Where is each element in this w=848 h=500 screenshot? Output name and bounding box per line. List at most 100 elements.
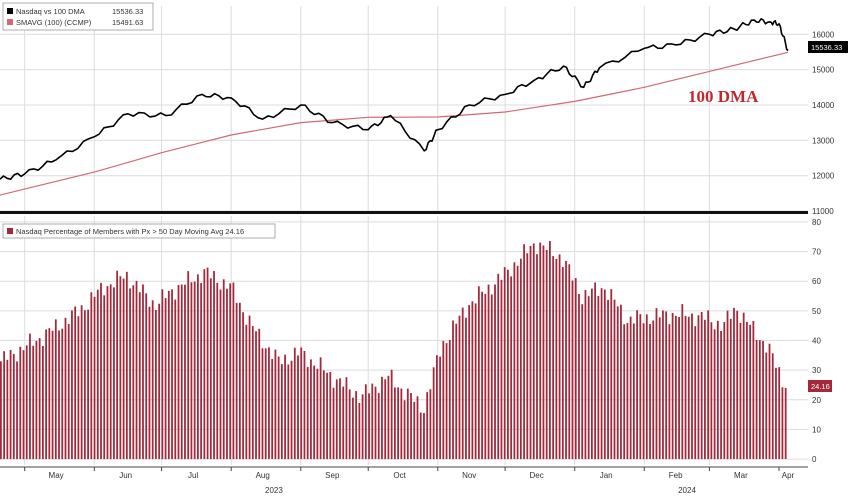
breadth-bar <box>280 364 283 459</box>
breadth-bar <box>45 329 47 460</box>
breadth-bar <box>32 345 35 460</box>
breadth-bar <box>762 340 764 459</box>
breadth-bar <box>222 279 225 460</box>
breadth-bar <box>151 300 154 460</box>
breadth-bar <box>122 278 125 459</box>
lower-y-tick-label: 40 <box>812 337 821 346</box>
breadth-bar <box>652 320 655 460</box>
breadth-bar <box>784 387 787 459</box>
x-month-label: Jun <box>119 471 132 480</box>
breadth-bar <box>87 309 89 460</box>
breadth-bar <box>500 279 503 460</box>
breadth-bar <box>41 345 44 460</box>
breadth-bar <box>623 324 626 460</box>
breadth-bar <box>726 310 729 460</box>
breadth-bar <box>775 367 777 460</box>
breadth-bar <box>510 276 513 460</box>
breadth-bar <box>565 261 567 459</box>
breadth-bar <box>61 328 64 460</box>
breadth-bar <box>529 246 532 460</box>
upper-last-value-badge: 15536.33 <box>808 41 848 53</box>
breadth-bar <box>371 383 374 460</box>
breadth-bar <box>400 388 403 459</box>
lower-y-tick-label: 0 <box>812 455 817 464</box>
breadth-bar <box>71 310 73 459</box>
breadth-bar <box>3 351 6 460</box>
breadth-bar <box>268 347 270 459</box>
breadth-bar <box>558 254 561 459</box>
breadth-bar <box>51 330 54 460</box>
upper-legend: Nasdaq vs 100 DMA 15536.33 SMAVG (100) (… <box>2 2 154 31</box>
breadth-bar <box>109 284 112 460</box>
breadth-bar <box>213 271 215 460</box>
breadth-bar <box>284 354 286 460</box>
breadth-bar <box>578 294 580 459</box>
breadth-bar <box>335 379 338 460</box>
breadth-bar <box>174 299 177 460</box>
upper-panel: 11000 12000 13000 14000 15000 16000 100 DMA 1… <box>0 2 848 216</box>
breadth-bar <box>177 285 180 459</box>
breadth-bar <box>781 387 784 459</box>
breadth-bar <box>54 319 57 460</box>
breadth-bar <box>332 387 335 460</box>
lower-y-tick-label: 80 <box>812 218 821 227</box>
breadth-bar <box>113 287 115 459</box>
breadth-bar <box>768 343 771 460</box>
breadth-bar <box>684 315 687 460</box>
breadth-bar <box>206 267 209 459</box>
breadth-bar <box>519 258 522 460</box>
breadth-bar <box>125 271 128 460</box>
lower-y-tick-label: 30 <box>812 366 821 375</box>
upper-last-value-label: 15536.33 <box>811 43 842 52</box>
breadth-bar <box>277 356 280 460</box>
breadth-bar <box>235 302 238 460</box>
upper-y-tick-label: 15000 <box>812 66 835 75</box>
breadth-bar <box>200 283 203 459</box>
breadth-bar <box>665 311 668 460</box>
x-month-label: Oct <box>393 471 406 480</box>
breadth-bar <box>158 303 161 460</box>
breadth-bar <box>145 293 148 460</box>
breadth-bar <box>536 254 538 460</box>
breadth-bar <box>164 298 167 460</box>
breadth-bar <box>752 321 755 459</box>
breadth-bar <box>545 249 548 460</box>
breadth-bar <box>355 391 358 460</box>
breadth-bar <box>345 377 348 460</box>
breadth-bar <box>64 317 67 460</box>
breadth-bar <box>429 389 432 460</box>
breadth-bar <box>442 341 445 460</box>
breadth-bar <box>358 403 361 459</box>
breadth-bar <box>300 347 303 459</box>
breadth-bar <box>613 299 616 459</box>
breadth-bar <box>552 256 555 460</box>
breadth-bar <box>484 293 487 460</box>
breadth-bar <box>316 368 319 459</box>
breadth-bar <box>368 393 370 460</box>
lower-y-axis: 0 10 20 30 40 50 60 70 80 <box>812 218 821 464</box>
breadth-bar <box>384 379 387 460</box>
breadth-bar <box>739 322 742 460</box>
breadth-bar <box>287 364 290 460</box>
breadth-bar <box>313 365 316 460</box>
breadth-bar <box>691 313 693 460</box>
x-month-label: Mar <box>734 471 748 480</box>
x-month-label: Jan <box>600 471 613 480</box>
breadth-bar <box>513 262 516 460</box>
lower-y-tick-label: 10 <box>812 425 821 434</box>
upper-y-tick-label: 12000 <box>812 172 835 181</box>
breadth-bar <box>77 316 80 460</box>
breadth-bar <box>720 331 722 459</box>
breadth-bar <box>245 324 248 460</box>
breadth-bar <box>778 367 781 460</box>
breadth-bar <box>293 347 296 460</box>
breadth-bar <box>600 288 603 460</box>
x-month-label: Apr <box>782 471 795 480</box>
upper-y-tick-label: 11000 <box>812 207 834 216</box>
breadth-bar <box>90 292 93 460</box>
breadth-bar <box>390 369 393 460</box>
breadth-bar <box>639 314 642 460</box>
breadth-bar <box>542 245 545 460</box>
nasdaq-price-line <box>0 17 789 180</box>
lower-legend: Nasdaq Percentage of Members with Px > 5… <box>2 223 276 239</box>
